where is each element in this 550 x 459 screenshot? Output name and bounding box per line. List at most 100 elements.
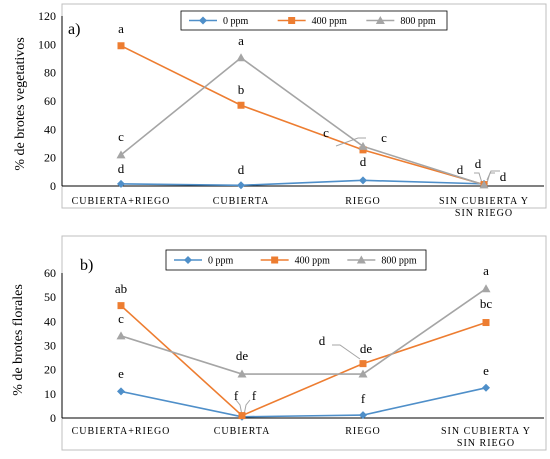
panel-b-ann-800ppm-3: de [360, 341, 373, 356]
panel-b-ann-0ppm-4: e [483, 363, 489, 378]
panel-a-marker-1-0 [117, 42, 125, 50]
panel-a-legend: 0 ppm 400 ppm 800 ppm [180, 10, 448, 31]
panel-b-marker-2-0 [116, 331, 126, 340]
panel-b-series-line-0 [120, 387, 487, 418]
panel-b-marker-1-1 [238, 412, 246, 420]
panel-a-legend-marker-0 [199, 16, 207, 25]
panel-a-category-label-3-0: SIN CUBIERTA Y [439, 196, 529, 207]
panel-a-ann-0ppm-4: d [500, 169, 507, 184]
panel-b-y-tick-5: 50 [44, 290, 56, 304]
panel-a-legend-marker-1 [288, 17, 296, 24]
panel-a-y-tick-1: 20 [44, 151, 56, 165]
panel-b-y-tick-1: 10 [44, 387, 56, 401]
panel-a-ann-0ppm-2: d [238, 162, 245, 177]
panel-b-category-labels: CUBIERTA+RIEGO CUBIERTA RIEGO SIN CUBIERTA … [72, 426, 530, 449]
panel-b-marker-1-3 [482, 319, 490, 327]
panel-a-leader-d-2 [486, 172, 495, 184]
panel-a-legend-box [180, 10, 448, 31]
panel-b-annotations: e f e ab bc c de de a f f d [115, 263, 493, 406]
panel-a-marker-1-2 [359, 146, 367, 154]
panel-b-ann-extra-f-1: f [234, 388, 239, 403]
panel-a-category-label-2-0: RIEGO [345, 196, 381, 207]
panel-b-marker-0-0 [117, 387, 125, 396]
panel-b-legend-marker-2 [356, 255, 366, 264]
panel-a-marker-0-0 [117, 179, 125, 188]
panel-a-markers [116, 42, 489, 190]
panel-a-series-line-1 [120, 45, 485, 186]
panel-b-y-axis-label: % de brotes florales [11, 284, 26, 396]
panel-a-ann-800ppm-2: a [238, 33, 244, 48]
panel-b-category-label-0-0: CUBIERTA+RIEGO [72, 426, 171, 437]
panel-b-marker-2-1 [237, 369, 247, 378]
panel-b-category-label-2-0: RIEGO [345, 426, 381, 437]
panel-b-leader-f-1 [235, 399, 243, 416]
panel-b-legend-marker-1 [271, 256, 279, 264]
panel-a-marker-1-1 [237, 101, 245, 109]
panel-b-marker-2-3 [481, 284, 491, 293]
panel-a-leader-lines [335, 137, 500, 184]
panel-b-ann-800ppm-2: de [236, 348, 249, 363]
panel-b-marker-1-2 [359, 360, 367, 368]
panel-b-axes [61, 273, 544, 419]
panel-b-markers [116, 284, 491, 421]
panel-a-marker-0-2 [359, 176, 367, 185]
panel-a-y-tick-3: 60 [44, 94, 56, 108]
panel-a-marker-2-1 [236, 53, 246, 62]
panel-b-marker-2-2 [358, 369, 368, 378]
panel-a-y-tick-5: 100 [38, 37, 56, 51]
panel-b-legend: 0 ppm 400 ppm 800 ppm [165, 249, 427, 271]
panel-b-legend-label-2: 800 ppm [381, 256, 417, 267]
panel-b-series-line-2 [120, 288, 487, 375]
panel-a-marker-2-2 [358, 141, 368, 150]
panel-a-legend-marker-2 [375, 16, 385, 24]
panel-b-ann-800ppm-1: c [118, 311, 124, 326]
panel-b-y-tick-0: 0 [50, 411, 56, 425]
panel-a-ann-400ppm-4: d [457, 162, 464, 177]
panel-b-legend-box [165, 249, 427, 271]
panel-b-legend-label-1: 400 ppm [295, 256, 331, 267]
panel-b-ann-400ppm-1: ab [115, 281, 127, 296]
panel-a-frame [61, 3, 547, 209]
panel-a-ann-800ppm-3: c [323, 125, 329, 140]
panel-b-legend-label-0: 0 ppm [208, 256, 234, 267]
panel-b-ann-800ppm-4: a [483, 263, 489, 278]
panel-b-label: b) [80, 257, 93, 274]
panel-b-y-tick-2: 20 [44, 363, 56, 377]
panel-b-leader-f-2 [243, 399, 251, 416]
panel-a-series-line-2 [120, 56, 485, 186]
panel-b-y-tick-6: 60 [44, 266, 56, 280]
panel-b-category-label-1-0: CUBIERTA [214, 426, 271, 437]
panel-a-category-label-1-0: CUBIERTA [213, 196, 270, 207]
panel-a-category-label-3-1: SIN RIEGO [455, 208, 513, 219]
panel-a-marker-2-0 [116, 150, 126, 159]
panel-a-ann-0ppm-1: d [118, 161, 125, 176]
panel-b-y-ticks: 0 10 20 30 40 50 60 [44, 266, 56, 425]
panel-a-category-label-0-0: CUBIERTA+RIEGO [72, 196, 171, 207]
panel-a-y-tick-4: 80 [44, 66, 56, 80]
panel-b-ann-400ppm-4: bc [480, 296, 493, 311]
panel-a-ann-0ppm-3: d [360, 154, 367, 169]
panel-a: a) % de brotes vegetativos 0 20 40 60 80 100 1… [13, 3, 547, 219]
panel-a-ann-800ppm-4: d [475, 156, 482, 171]
panel-b-marker-0-2 [359, 411, 367, 420]
panel-a-legend-label-1: 400 ppm [312, 16, 348, 27]
panel-a-category-labels: CUBIERTA+RIEGO CUBIERTA RIEGO SIN CUBIERTA … [72, 196, 529, 219]
panel-b-category-label-3-1: SIN RIEGO [457, 438, 515, 449]
panel-b-marker-0-3 [482, 383, 490, 392]
panel-b-ann-extra-f-2: f [252, 388, 257, 403]
panel-b-ann-0ppm-3: f [361, 391, 366, 406]
panel-b-series-lines [120, 288, 487, 418]
panel-b-series-line-1 [120, 305, 487, 417]
panel-a-y-tick-6: 120 [38, 9, 56, 23]
panel-a-y-ticks: 0 20 40 60 80 100 120 [38, 9, 56, 193]
panel-b-leader-lines [235, 344, 361, 416]
panel-b-marker-1-0 [117, 302, 125, 310]
panel-a-legend-label-2: 800 ppm [400, 16, 436, 27]
panel-a-marker-2-3 [479, 180, 489, 189]
panel-b-y-tick-3: 30 [44, 339, 56, 353]
panel-b-y-tick-4: 40 [44, 314, 56, 328]
panel-a-label: a) [68, 21, 80, 38]
panel-a-axes [61, 16, 544, 187]
